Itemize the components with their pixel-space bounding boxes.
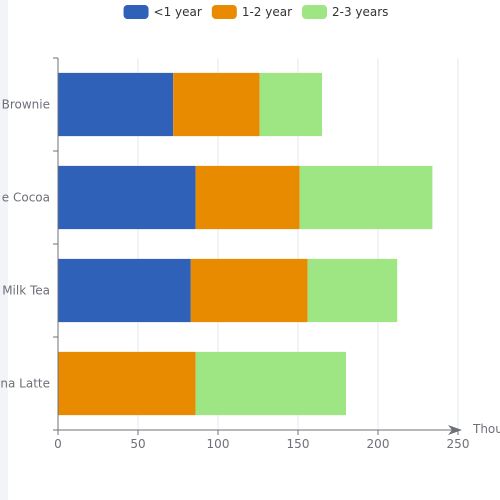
x-tick-label: 50	[130, 437, 145, 451]
bar-segment[interactable]	[58, 258, 191, 323]
axes: na Latte Milk Tea e Cocoa Brownie 0 50 100 150 2…	[0, 57, 500, 451]
bar-segment[interactable]	[307, 258, 398, 323]
legend-label: <1 year	[154, 5, 202, 19]
legend-item[interactable]: 1-2 year	[211, 5, 292, 19]
category-label: Milk Tea	[2, 284, 50, 298]
legend-swatch	[123, 5, 149, 19]
legend-swatch	[211, 5, 237, 19]
bar-segment[interactable]	[58, 351, 196, 416]
legend-item[interactable]: <1 year	[123, 5, 202, 19]
bar-segment[interactable]	[190, 258, 308, 323]
x-tick-label: 200	[367, 437, 390, 451]
left-panel-strip	[0, 0, 8, 500]
bar-segment[interactable]	[58, 165, 196, 230]
bar-segment[interactable]	[195, 165, 300, 230]
legend-swatch	[302, 5, 328, 19]
x-axis-name: Thou	[472, 422, 500, 436]
legend-item[interactable]: 2-3 years	[302, 5, 388, 19]
x-tick-label: 150	[287, 437, 310, 451]
x-tick-label: 100	[207, 437, 230, 451]
x-tick-label: 0	[54, 437, 62, 451]
bars	[58, 72, 433, 416]
bar-segment[interactable]	[58, 72, 174, 137]
category-label: e Cocoa	[2, 191, 50, 205]
bar-segment[interactable]	[173, 72, 260, 137]
legend[interactable]: <1 year 1-2 year 2-3 years	[123, 5, 389, 19]
bar-segment[interactable]	[259, 72, 322, 137]
bar-segment[interactable]	[299, 165, 433, 230]
category-label: na Latte	[0, 377, 50, 391]
bar-segment[interactable]	[195, 351, 346, 416]
x-tick-label: 250	[447, 437, 470, 451]
x-axis-arrow-icon	[448, 425, 462, 435]
legend-label: 1-2 year	[242, 5, 292, 19]
category-label: Brownie	[2, 98, 50, 112]
legend-label: 2-3 years	[332, 5, 388, 19]
